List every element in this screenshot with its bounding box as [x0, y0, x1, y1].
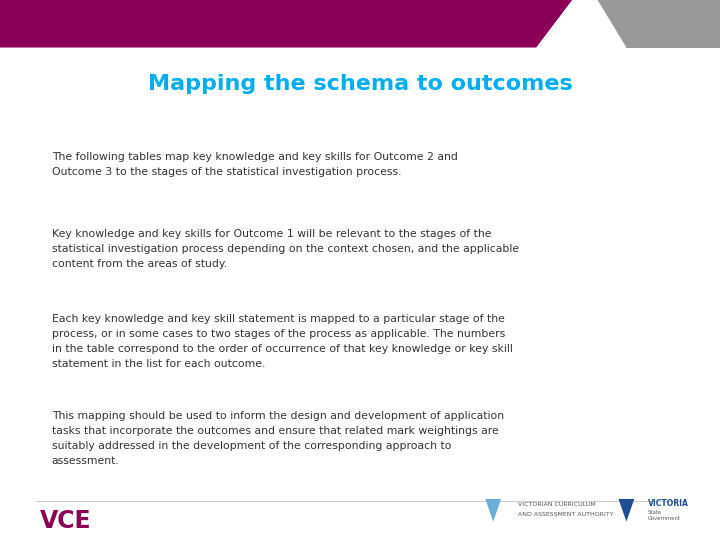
- Text: VCE: VCE: [40, 509, 91, 532]
- Text: Key knowledge and key skills for Outcome 1 will be relevant to the stages of the: Key knowledge and key skills for Outcome…: [52, 229, 519, 268]
- Text: Each key knowledge and key skill statement is mapped to a particular stage of th: Each key knowledge and key skill stateme…: [52, 314, 513, 369]
- Text: VICTORIA: VICTORIA: [648, 500, 689, 508]
- Text: The following tables map key knowledge and key skills for Outcome 2 and
Outcome : The following tables map key knowledge a…: [52, 152, 458, 177]
- Text: VICTORIAN CURRICULUM: VICTORIAN CURRICULUM: [518, 502, 595, 508]
- Text: State
Government: State Government: [648, 510, 681, 521]
- Text: AND ASSESSMENT AUTHORITY: AND ASSESSMENT AUTHORITY: [518, 512, 613, 517]
- Polygon shape: [485, 499, 501, 522]
- Polygon shape: [536, 0, 626, 48]
- Text: Mapping the schema to outcomes: Mapping the schema to outcomes: [148, 73, 572, 94]
- Polygon shape: [594, 0, 720, 48]
- Polygon shape: [0, 0, 572, 48]
- Polygon shape: [618, 499, 634, 522]
- Text: This mapping should be used to inform the design and development of application
: This mapping should be used to inform th…: [52, 411, 504, 466]
